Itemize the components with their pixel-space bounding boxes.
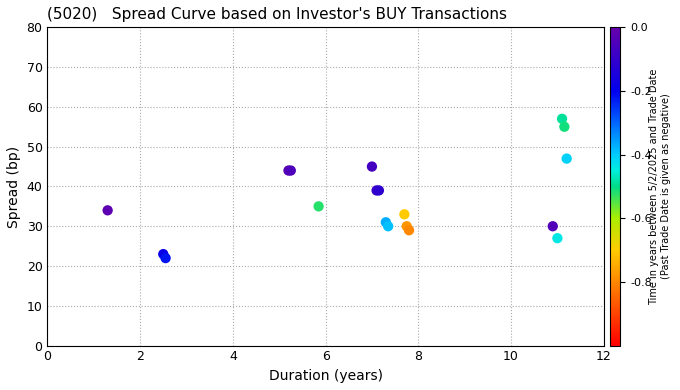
Point: [102, 207, 113, 213]
Point: [557, 116, 568, 122]
Point: [547, 223, 558, 229]
Y-axis label: Spread (bp): Spread (bp): [7, 145, 21, 227]
Point: [371, 187, 382, 193]
X-axis label: Duration (years): Duration (years): [269, 369, 383, 383]
Point: [373, 187, 384, 193]
Point: [404, 227, 415, 233]
Point: [283, 167, 294, 174]
Point: [401, 223, 412, 229]
Point: [160, 255, 171, 261]
Point: [559, 124, 570, 130]
Point: [552, 235, 563, 241]
Point: [399, 211, 410, 218]
Point: [313, 203, 324, 209]
Point: [380, 219, 391, 225]
Point: [367, 163, 377, 170]
Text: (5020)   Spread Curve based on Investor's BUY Transactions: (5020) Spread Curve based on Investor's …: [48, 7, 507, 22]
Point: [286, 167, 296, 174]
Point: [158, 251, 169, 257]
Point: [561, 156, 572, 162]
Point: [383, 223, 394, 229]
Y-axis label: Time in years between 5/2/2025 and Trade Date
(Past Trade Date is given as negat: Time in years between 5/2/2025 and Trade…: [649, 68, 671, 305]
